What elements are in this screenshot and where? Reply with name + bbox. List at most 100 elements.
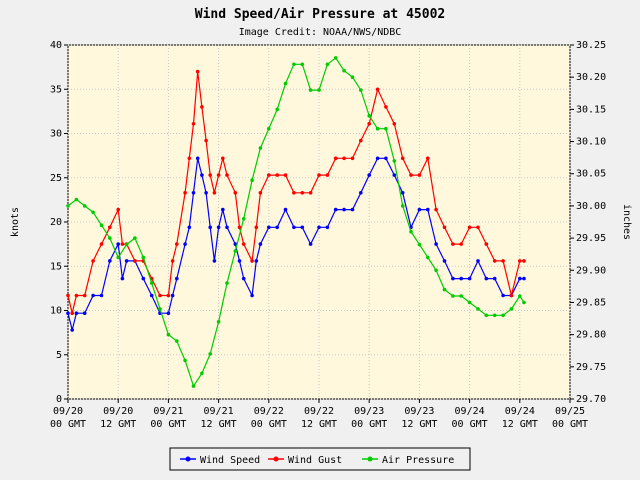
air-pressure-point (476, 307, 480, 311)
wind-gust-point (200, 105, 204, 109)
y-axis-right-label: inches (621, 204, 632, 240)
y-tick-label-right: 29.95 (576, 233, 606, 244)
wind-speed-point (384, 156, 388, 161)
wind-gust-point (70, 311, 74, 316)
wind-speed-point (66, 311, 70, 316)
y-tick-label-right: 29.75 (576, 362, 606, 373)
air-pressure-point (509, 307, 514, 311)
y-tick-label-right: 30.00 (576, 201, 606, 212)
wind-gust-point (267, 173, 271, 177)
wind-speed-point (484, 276, 489, 281)
wind-gust-point (292, 191, 296, 195)
y-tick-label-left: 25 (50, 173, 62, 184)
wind-speed-point (476, 259, 480, 263)
y-axis-right: 29.70 29.75 29.80 29.85 29.90 29.95 30.00 30.05… (570, 40, 606, 405)
x-tick-label-time: 00 GMT (150, 419, 186, 430)
wind-speed-point (492, 276, 497, 281)
y-tick-label-right: 29.90 (576, 265, 606, 276)
wind-gust-point (518, 259, 522, 263)
wind-speed-point (204, 191, 208, 195)
wind-gust-point (509, 293, 514, 298)
x-tick-label-date: 09/25 (555, 406, 585, 417)
wind-speed-point (183, 242, 187, 246)
wind-gust-point (166, 293, 171, 298)
air-pressure-point (459, 294, 464, 298)
x-tick-label-time: 00 GMT (452, 419, 488, 430)
legend-item-air-pressure: Air Pressure (362, 455, 454, 466)
wind-gust-point (66, 293, 70, 298)
x-tick-label-date: 09/21 (153, 406, 183, 417)
wind-gust-point (275, 173, 280, 177)
wind-gust-point (120, 242, 125, 246)
legend-label: Air Pressure (382, 455, 454, 466)
wind-speed-point (108, 259, 112, 263)
y-tick-label-right: 30.10 (576, 137, 606, 148)
x-axis: 09/20 00 GMT 09/20 12 GMT 09/21 00 GMT 09/21 12… (50, 399, 588, 430)
x-tick-label-time: 12 GMT (502, 419, 538, 430)
legend-item-wind-gust: Wind Gust (268, 455, 342, 466)
wind-gust-point (442, 225, 447, 230)
air-pressure-point (133, 236, 137, 240)
air-pressure-point (108, 236, 112, 240)
y-tick-label-right: 30.05 (576, 169, 606, 180)
legend-swatch-marker (367, 456, 373, 462)
wind-gust-point (375, 87, 380, 92)
wind-speed-point (141, 276, 146, 281)
y-tick-label-right: 29.70 (576, 394, 606, 405)
wind-gust-point (158, 293, 162, 298)
air-pressure-point (66, 204, 70, 208)
wind-speed-point (308, 242, 313, 246)
wind-gust-point (250, 259, 254, 263)
wind-gust-point (467, 225, 472, 230)
wind-gust-point (175, 242, 179, 246)
wind-speed-point (221, 207, 225, 212)
wind-speed-point (459, 276, 464, 281)
wind-gust-point (426, 156, 430, 161)
air-pressure-point (359, 88, 363, 92)
wind-gust-point (359, 138, 363, 143)
wind-gust-point (221, 156, 225, 161)
wind-speed-point (467, 276, 472, 281)
wind-gust-point (484, 242, 489, 246)
wind-speed-point (342, 207, 346, 212)
wind-speed-point (375, 156, 380, 161)
air-pressure-point (258, 146, 263, 150)
wind-speed-point (417, 207, 422, 212)
wind-gust-point (191, 122, 196, 126)
air-pressure-point (518, 294, 522, 298)
y-tick-label-left: 10 (50, 306, 62, 317)
wind-speed-point (350, 207, 355, 212)
wind-gust-point (325, 173, 330, 177)
y-tick-label-left: 35 (50, 84, 62, 95)
wind-gust-point (225, 173, 229, 177)
air-pressure-point (233, 249, 238, 253)
air-pressure-point (241, 217, 246, 221)
wind-gust-point (258, 191, 263, 195)
air-pressure-point (74, 197, 79, 202)
wind-gust-point (384, 105, 388, 109)
air-pressure-point (267, 126, 271, 131)
y-tick-label-right: 30.20 (576, 72, 606, 83)
wind-gust-point (492, 259, 497, 263)
wind-gust-point (254, 225, 259, 230)
legend-label: Wind Speed (200, 455, 260, 466)
chart-title: Wind Speed/Air Pressure at 45002 (195, 7, 445, 22)
air-pressure-point (300, 62, 305, 67)
x-tick-label-date: 09/20 (53, 406, 83, 417)
wind-speed-point (426, 207, 430, 212)
air-pressure-point (208, 352, 212, 356)
wind-gust-point (183, 191, 187, 195)
x-tick-label-date: 09/23 (404, 406, 434, 417)
wind-speed-line (67, 157, 524, 331)
wind-speed-point (225, 225, 229, 230)
x-tick-label-time: 12 GMT (100, 419, 136, 430)
air-pressure-point (484, 313, 489, 318)
air-pressure-point (375, 126, 380, 131)
wind-speed-point (275, 225, 280, 230)
x-tick-label-time: 00 GMT (251, 419, 287, 430)
series-layer (66, 56, 526, 388)
wind-speed-point (216, 225, 221, 230)
wind-gust-point (233, 191, 238, 195)
legend-box (169, 447, 471, 471)
x-tick-label-time: 00 GMT (50, 419, 86, 430)
